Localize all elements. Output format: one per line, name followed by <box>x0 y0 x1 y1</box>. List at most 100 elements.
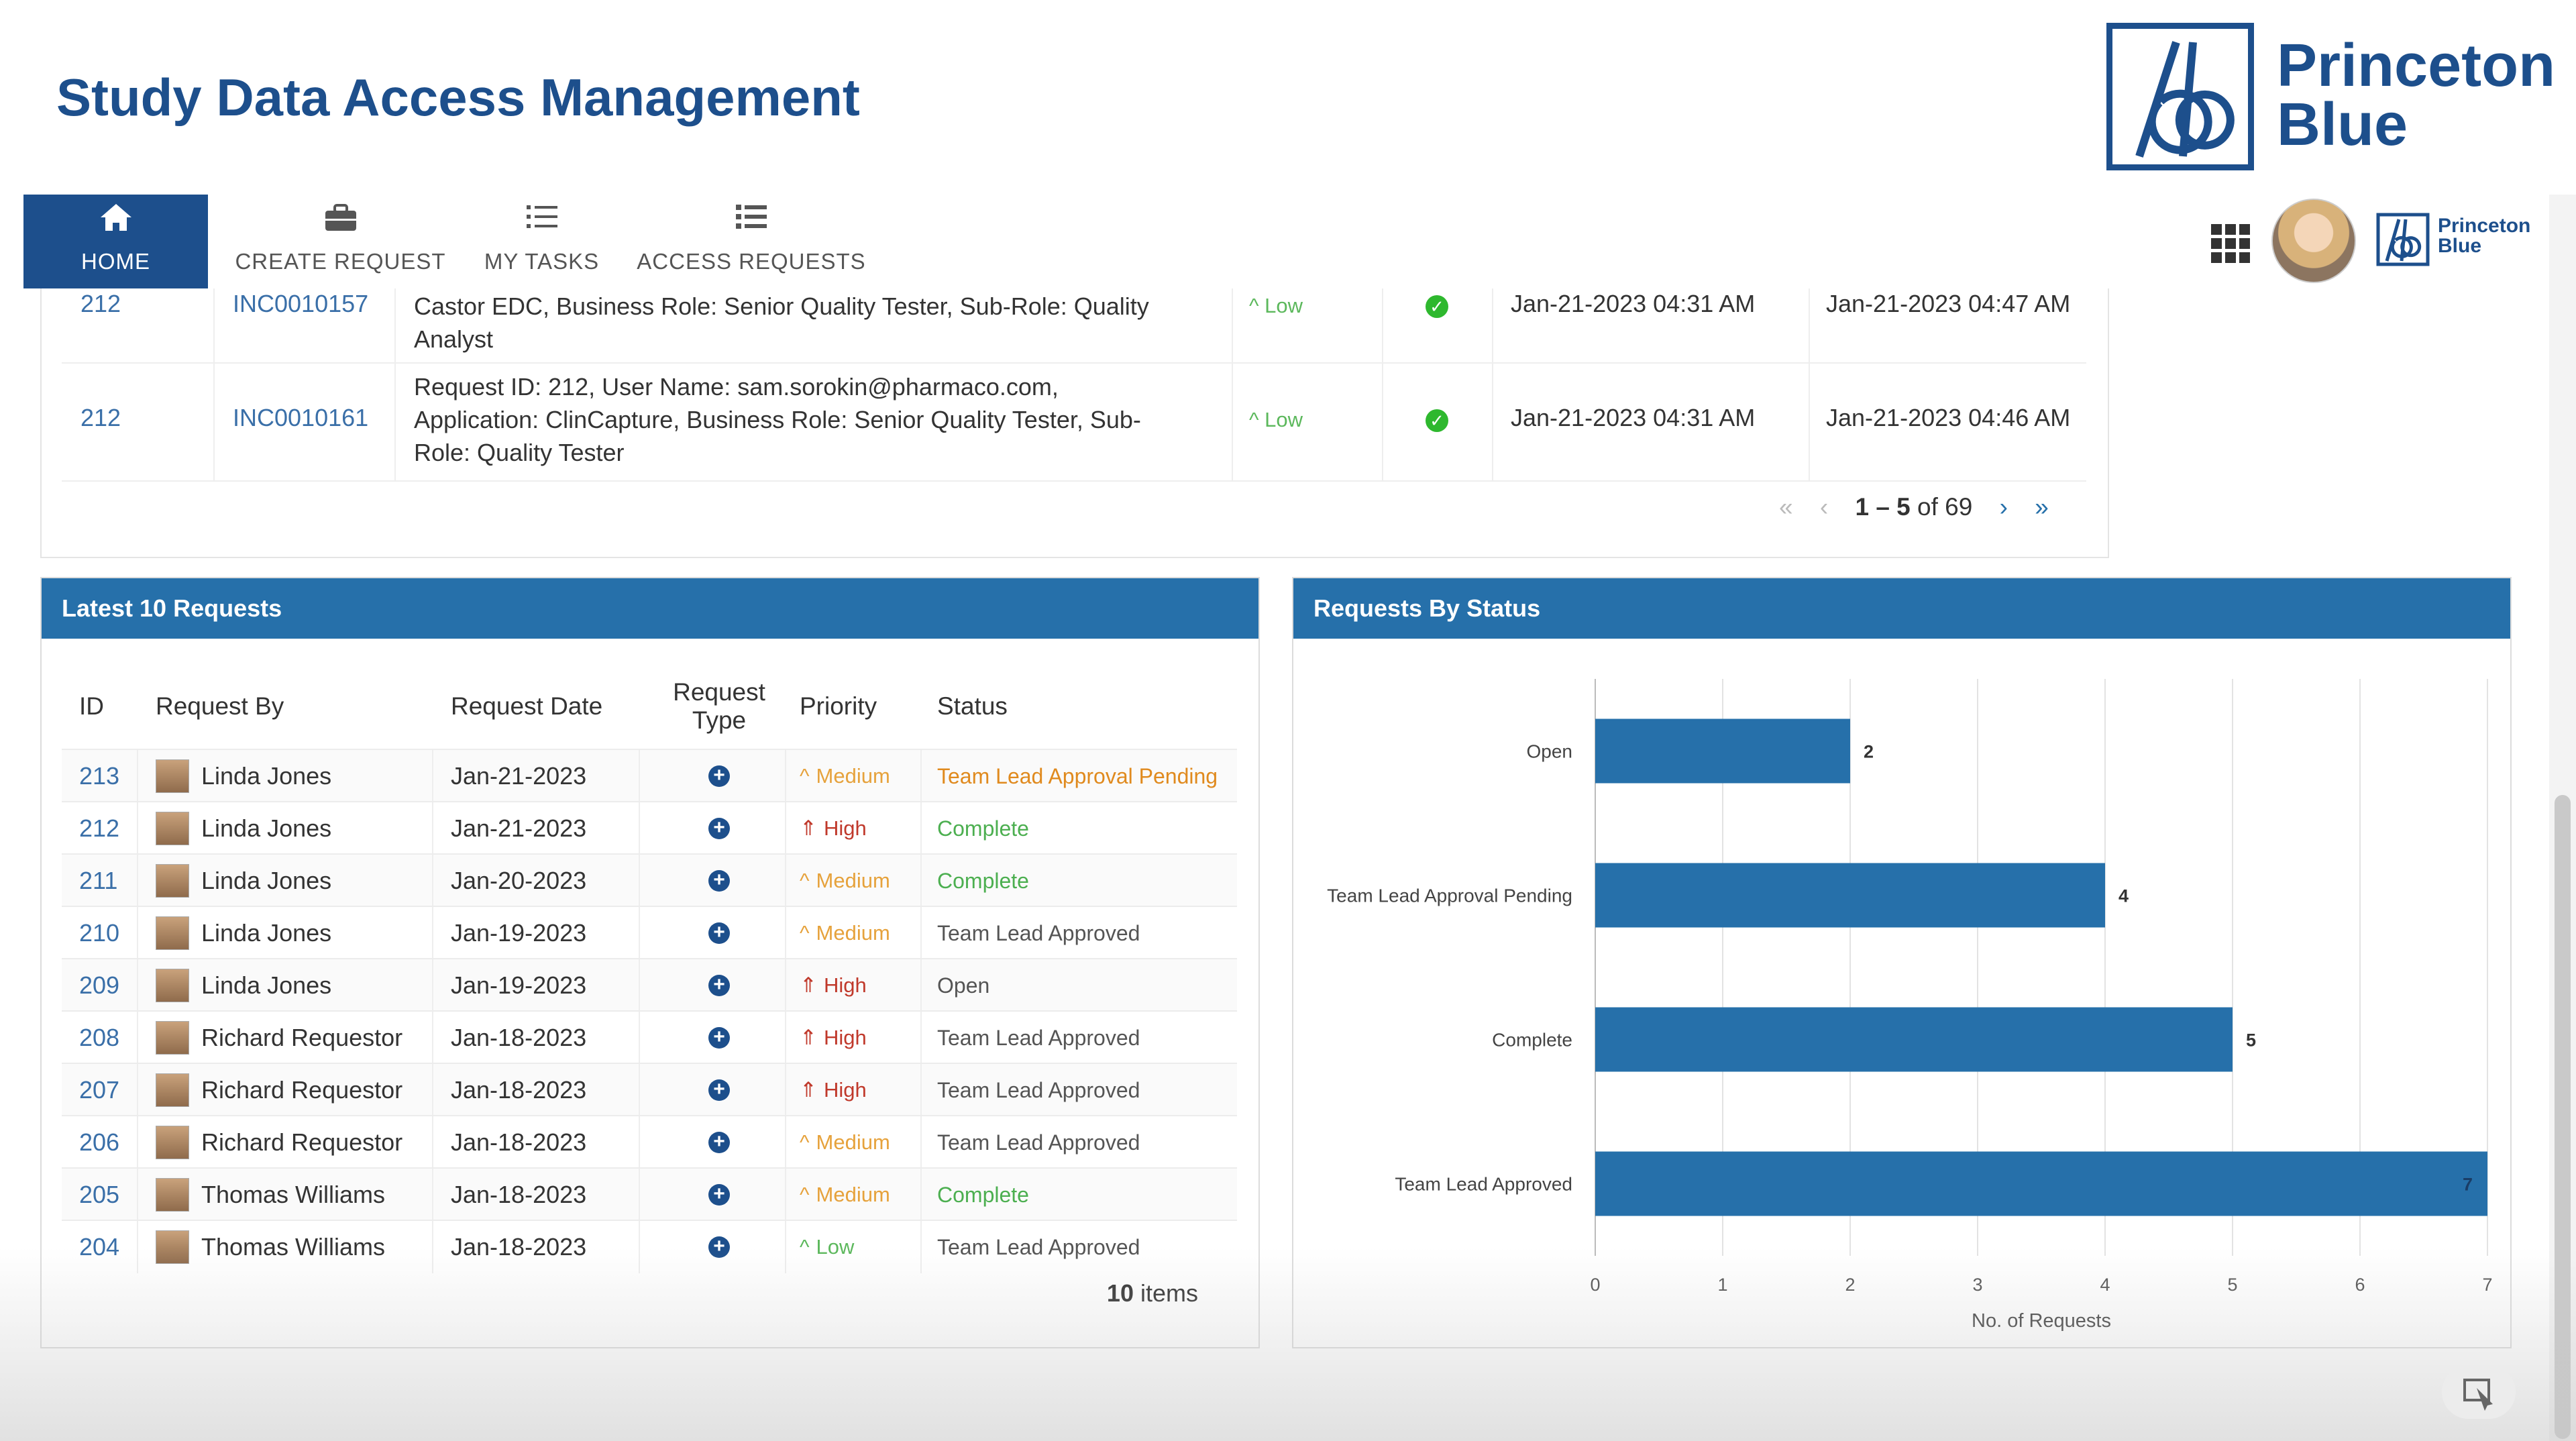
priority-cell: ⇑ High <box>800 959 867 1012</box>
nav-create-request-label: CREATE REQUEST <box>235 249 446 274</box>
table-row[interactable]: 211 Linda Jones Jan-20-2023 + ^ Medium Complet… <box>62 853 1237 907</box>
priority-cell: ⇑ High <box>800 802 867 855</box>
incident-row[interactable]: 212 INC0010157 Castor EDC, Business Role… <box>62 288 2086 364</box>
pager: « ‹ 1 – 5 of 69 › » <box>1779 493 2049 521</box>
col-header-id[interactable]: ID <box>79 692 104 720</box>
nav-home-label: HOME <box>81 249 150 274</box>
priority-arrow-icon: ^ <box>800 1130 810 1154</box>
table-row[interactable]: 205 Thomas Williams Jan-18-2023 + ^ Medium Com… <box>62 1167 1237 1221</box>
request-date: Jan-18-2023 <box>451 1181 587 1208</box>
request-id[interactable]: 208 <box>79 1024 120 1051</box>
x-tick-label: 1 <box>1717 1275 1727 1295</box>
requester: Thomas Williams <box>156 1169 385 1221</box>
requester: Richard Requestor <box>156 1064 402 1116</box>
next-page-icon[interactable]: › <box>1999 493 2008 521</box>
requester-name: Linda Jones <box>201 867 332 894</box>
priority-arrow-icon: ⇑ <box>800 973 817 997</box>
priority-low: ^ Low <box>1249 408 1303 431</box>
requester-avatar <box>156 916 189 950</box>
request-id[interactable]: 205 <box>79 1181 120 1208</box>
request-date: Jan-21-2023 <box>451 762 587 790</box>
requests-by-status-title: Requests By Status <box>1293 578 2510 639</box>
request-id[interactable]: 210 <box>79 919 120 947</box>
requests-by-status-chart: 0 1 2 3 4 5 6 7 Open 2 Team Lead Approval Pending 4… <box>1327 679 2493 1332</box>
request-id[interactable]: 204 <box>79 1233 120 1261</box>
incident-number[interactable]: INC0010157 <box>233 290 369 317</box>
first-page-icon[interactable]: « <box>1779 493 1793 521</box>
incident-request-id[interactable]: 212 <box>80 404 121 431</box>
scrollbar-thumb[interactable] <box>2555 795 2571 1439</box>
priority-arrow-icon: ⇑ <box>800 1026 817 1049</box>
x-tick-label: 6 <box>2355 1275 2365 1295</box>
incident-created: Jan-21-2023 04:31 AM <box>1511 404 1756 431</box>
nav-create-request[interactable]: CREATE REQUEST <box>225 195 456 288</box>
category-label: Team Lead Approved <box>1395 1174 1572 1195</box>
bar <box>1595 1007 2233 1072</box>
x-tick-label: 4 <box>2100 1275 2110 1295</box>
brand-name: Princeton Blue <box>2277 36 2555 155</box>
incidents-panel: 212 INC0010157 Castor EDC, Business Role… <box>40 288 2109 558</box>
table-row[interactable]: 213 Linda Jones Jan-21-2023 + ^ Medium Team Le… <box>62 749 1237 802</box>
category-label: Complete <box>1492 1030 1572 1051</box>
request-date: Jan-19-2023 <box>451 971 587 999</box>
incident-resolved: Jan-21-2023 04:47 AM <box>1826 290 2071 317</box>
table-row[interactable]: 207 Richard Requestor Jan-18-2023 + ⇑ High Tea… <box>62 1063 1237 1116</box>
priority-label: High <box>823 1078 867 1102</box>
app-launcher-icon[interactable] <box>2211 224 2250 263</box>
col-header-status[interactable]: Status <box>937 692 1008 720</box>
nav-access-requests-label: ACCESS REQUESTS <box>637 249 866 274</box>
status-label: Complete <box>937 1182 1029 1207</box>
data-label: 2 <box>1864 742 1874 762</box>
priority-label: Medium <box>816 764 890 788</box>
x-axis-title: No. of Requests <box>1972 1310 2111 1332</box>
table-row[interactable]: 210 Linda Jones Jan-19-2023 + ^ Medium Team Le… <box>62 906 1237 959</box>
request-id[interactable]: 209 <box>79 971 120 999</box>
x-tick-label: 0 <box>1590 1275 1600 1295</box>
nav-home[interactable]: HOME <box>23 195 208 288</box>
request-id[interactable]: 213 <box>79 762 120 790</box>
nav-access-requests[interactable]: ACCESS REQUESTS <box>627 195 875 288</box>
incident-number[interactable]: INC0010161 <box>233 404 369 431</box>
request-date: Jan-21-2023 <box>451 814 587 842</box>
request-id[interactable]: 211 <box>79 867 118 894</box>
latest-requests-card: Latest 10 Requests ID Request By Request… <box>40 577 1260 1348</box>
numbered-list-icon <box>463 201 621 237</box>
latest-requests-title: Latest 10 Requests <box>42 578 1258 639</box>
table-row[interactable]: 212 Linda Jones Jan-21-2023 + ⇑ High Complete <box>62 801 1237 855</box>
requester-avatar <box>156 812 189 845</box>
request-type-add-icon: + <box>708 1012 730 1064</box>
table-row[interactable]: 206 Richard Requestor Jan-18-2023 + ^ Medium T… <box>62 1115 1237 1169</box>
col-header-request-date[interactable]: Request Date <box>451 692 603 720</box>
user-avatar[interactable] <box>2271 199 2356 283</box>
requester-avatar <box>156 1073 189 1107</box>
page-title: Study Data Access Management <box>56 68 860 127</box>
pointer-tool-button[interactable] <box>2442 1365 2516 1419</box>
status-label: Team Lead Approved <box>937 1234 1140 1259</box>
priority-label: High <box>823 816 867 840</box>
x-tick-label: 2 <box>1845 1275 1855 1295</box>
col-header-priority[interactable]: Priority <box>800 692 877 720</box>
incident-request-id[interactable]: 212 <box>80 290 121 317</box>
check-circle-icon: ✓ <box>1426 409 1448 432</box>
requester-name: Thomas Williams <box>201 1233 386 1261</box>
table-row[interactable]: 204 Thomas Williams Jan-18-2023 + ^ Low Team L… <box>62 1220 1237 1273</box>
table-row[interactable]: 209 Linda Jones Jan-19-2023 + ⇑ High Open <box>62 958 1237 1012</box>
requester-avatar <box>156 1178 189 1212</box>
home-icon <box>23 201 208 237</box>
last-page-icon[interactable]: » <box>2035 493 2049 521</box>
request-id[interactable]: 212 <box>79 814 120 842</box>
nav-my-tasks[interactable]: MY TASKS <box>463 195 621 288</box>
request-date: Jan-18-2023 <box>451 1128 587 1156</box>
requester-name: Linda Jones <box>201 762 332 790</box>
incident-row[interactable]: 212 INC0010161 Request ID: 212, User Nam… <box>62 362 2086 482</box>
table-row[interactable]: 208 Richard Requestor Jan-18-2023 + ⇑ High Tea… <box>62 1010 1237 1064</box>
requests-by-status-card: Requests By Status 0 1 2 3 4 5 6 7 Open 2 Team Lea… <box>1292 577 2512 1348</box>
prev-page-icon[interactable]: ‹ <box>1819 493 1829 521</box>
items-count: 10 items <box>1107 1279 1198 1307</box>
col-header-request-by[interactable]: Request By <box>156 692 284 720</box>
request-id[interactable]: 207 <box>79 1076 120 1104</box>
status-label: Team Lead Approved <box>937 1077 1140 1102</box>
requester: Linda Jones <box>156 855 331 907</box>
col-header-request-type[interactable]: Request Type <box>652 664 786 749</box>
request-id[interactable]: 206 <box>79 1128 120 1156</box>
